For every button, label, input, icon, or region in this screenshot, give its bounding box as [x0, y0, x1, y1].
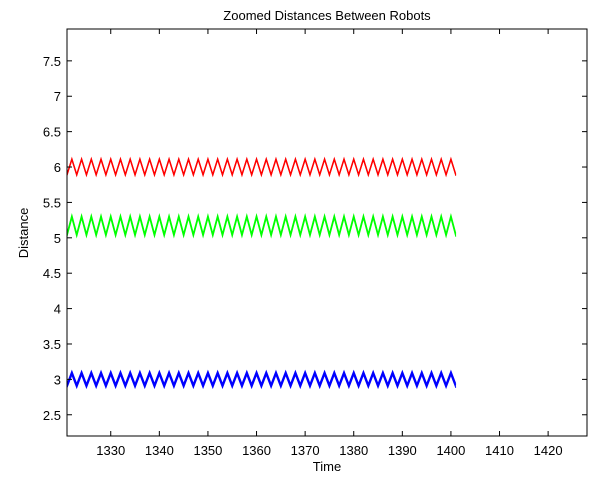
series-line	[66, 156, 457, 178]
series-line-stroke	[66, 213, 457, 235]
plot-frame	[66, 28, 588, 437]
plot-area	[66, 156, 457, 390]
x-tick-label: 1380	[339, 443, 368, 458]
x-tick-label: 1360	[242, 443, 271, 458]
y-tick-label: 7.5	[43, 54, 61, 69]
x-tick-label: 1350	[193, 443, 222, 458]
series-line	[66, 213, 457, 239]
y-axis: 2.5 3 3.5 4 4.5 5 5.5 6 6.5 7 7.5	[43, 54, 587, 423]
y-tick-label: 5	[54, 231, 61, 246]
x-tick-label: 1420	[534, 443, 563, 458]
series-line-stroke	[66, 157, 457, 176]
series-line-stroke	[66, 373, 457, 390]
x-tick-label: 1370	[291, 443, 320, 458]
y-tick-label: 3	[54, 372, 61, 387]
y-tick-label: 7	[54, 89, 61, 104]
y-tick-label: 2.5	[43, 408, 61, 423]
y-tick-label: 4.5	[43, 266, 61, 281]
y-tick-label: 5.5	[43, 195, 61, 210]
y-axis-label: Distance	[16, 208, 31, 259]
y-tick-label: 6.5	[43, 125, 61, 140]
chart-title: Zoomed Distances Between Robots	[223, 8, 431, 23]
series-line	[66, 369, 457, 390]
y-tick-label: 6	[54, 160, 61, 175]
x-tick-label: 1340	[145, 443, 174, 458]
y-tick-label: 4	[54, 302, 61, 317]
series-line-stroke	[66, 372, 457, 388]
x-tick-label: 1390	[388, 443, 417, 458]
series-line-stroke	[66, 156, 457, 176]
x-tick-label: 1400	[436, 443, 465, 458]
x-tick-label: 1410	[485, 443, 514, 458]
x-axis-label: Time	[313, 459, 341, 474]
series-line-stroke	[66, 371, 457, 387]
x-tick-label: 1330	[96, 443, 125, 458]
series-line-stroke	[66, 369, 457, 385]
y-tick-label: 3.5	[43, 337, 61, 352]
x-axis: 1330 1340 1350 1360 1370 1380 1390 1400 1410 1420	[96, 29, 563, 458]
